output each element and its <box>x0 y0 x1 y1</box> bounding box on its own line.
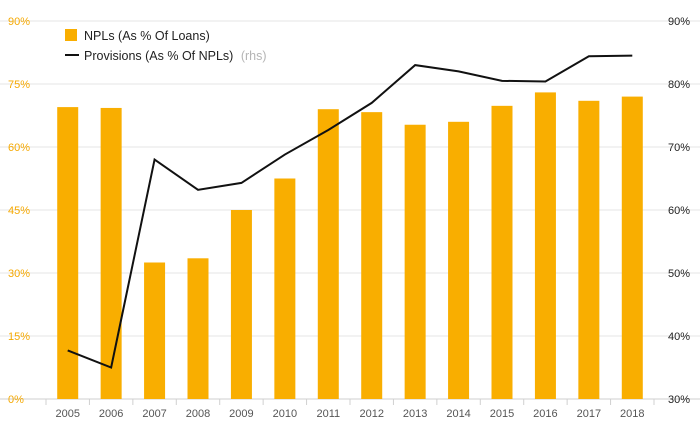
bar-2009 <box>230 210 252 399</box>
x-tick-label: 2012 <box>359 408 383 420</box>
bar-2015 <box>491 105 513 399</box>
x-tick-label: 2008 <box>186 408 210 420</box>
y-right-tick-label: 70% <box>668 142 690 154</box>
legend: NPLs (As % Of Loans) Provisions (As % Of… <box>65 29 267 63</box>
y-left-tick-label: 0% <box>8 394 24 406</box>
x-tick-label: 2016 <box>533 408 557 420</box>
provisions-line <box>67 54 633 369</box>
x-tick-label: 2011 <box>316 408 340 420</box>
x-tick-label: 2005 <box>55 408 79 420</box>
line-series-provisions <box>67 54 633 369</box>
y-left-tick-label: 15% <box>8 331 30 343</box>
x-tick-label: 2018 <box>620 408 644 420</box>
x-tick-label: 2015 <box>490 408 514 420</box>
bar-2010 <box>274 178 296 399</box>
y-left-tick-label: 45% <box>8 205 30 217</box>
bar-2007 <box>144 262 166 399</box>
y-left-tick-label: 75% <box>8 79 30 91</box>
y-axis-right: 30% 40% 50% 60% 70% 80% 90% <box>668 16 690 406</box>
bar-2006 <box>100 107 122 399</box>
x-tick-label: 2006 <box>99 408 123 420</box>
y-axis-left: 0% 15% 30% 45% 60% 75% 90% <box>8 16 30 406</box>
y-right-tick-label: 60% <box>668 205 690 217</box>
x-tick-label: 2017 <box>577 408 601 420</box>
x-tick-label: 2009 <box>229 408 253 420</box>
y-right-tick-label: 30% <box>668 394 690 406</box>
x-tick-label: 2010 <box>273 408 297 420</box>
legend-swatch-npls <box>65 29 77 41</box>
bar-2013 <box>404 124 426 400</box>
x-tick-label: 2014 <box>446 408 470 420</box>
x-tick-label: 2013 <box>403 408 427 420</box>
y-left-tick-label: 60% <box>8 142 30 154</box>
x-tick-label: 2007 <box>142 408 166 420</box>
legend-label-npls: NPLs (As % Of Loans) <box>84 29 210 43</box>
y-left-tick-label: 30% <box>8 268 30 280</box>
bar-series-npls <box>57 92 643 400</box>
y-left-tick-label: 90% <box>8 16 30 28</box>
bar-2011 <box>317 109 339 399</box>
legend-label-provisions: Provisions (As % Of NPLs) (rhs) <box>84 49 267 63</box>
bar-2017 <box>578 100 600 400</box>
y-right-tick-label: 40% <box>668 331 690 343</box>
bar-2018 <box>621 96 643 399</box>
y-right-tick-label: 90% <box>668 16 690 28</box>
y-right-tick-label: 50% <box>668 268 690 280</box>
bar-2012 <box>361 112 383 399</box>
x-axis: 2005 2006 2007 2008 2009 2010 2011 2012 2013 2014… <box>55 408 644 420</box>
legend-label-provisions-rhs: (rhs) <box>241 49 267 63</box>
bar-2005 <box>57 107 79 399</box>
legend-label-provisions-name: Provisions (As % Of NPLs) <box>84 49 233 63</box>
bar-2016 <box>534 92 556 400</box>
y-right-tick-label: 80% <box>668 79 690 91</box>
bar-2014 <box>448 121 470 400</box>
bar-2008 <box>187 258 209 399</box>
